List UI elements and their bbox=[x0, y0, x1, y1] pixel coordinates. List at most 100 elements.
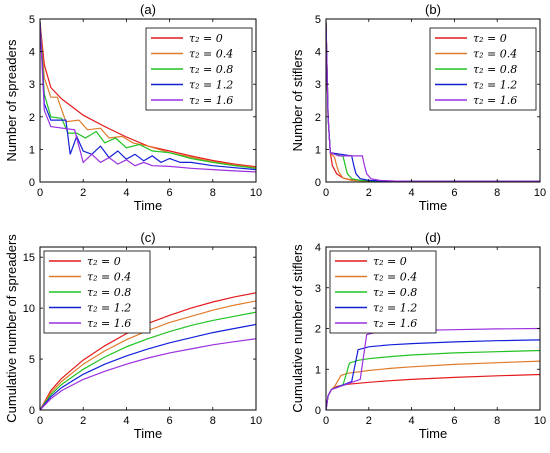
series-line bbox=[40, 323, 256, 410]
plot-frame bbox=[39, 18, 257, 183]
x-tick-label: 8 bbox=[210, 187, 216, 199]
y-tick-label: 0 bbox=[315, 177, 321, 189]
x-tick-label: 0 bbox=[37, 415, 43, 427]
legend-label: τ₂ = 1.2 bbox=[189, 79, 233, 92]
chart-panel-3: 0 2 4 6 8 10 0 5 10 15 (c) Time Cumulative number of… bbox=[4, 230, 262, 441]
y-tick-label: 2 bbox=[315, 112, 321, 124]
legend: τ₂ = 0 τ₂ = 0.4 τ₂ = 0.8 τ₂ = 1.2 τ₂ = 1.6 bbox=[429, 27, 537, 111]
chart-panel-4: 0 2 4 6 8 10 0 1 2 3 4 (d) Time Cumulative number of … bbox=[290, 230, 546, 441]
panel-title: (b) bbox=[425, 2, 441, 17]
legend: τ₂ = 0 τ₂ = 0.4 τ₂ = 0.8 τ₂ = 1.2 τ₂ = 1.6 bbox=[329, 250, 437, 334]
legend-label: τ₂ = 0.8 bbox=[87, 286, 131, 299]
legend-label: τ₂ = 0.8 bbox=[473, 63, 517, 76]
chart-panel-1: 0 2 4 6 8 10 0 1 2 3 4 5 (a) Time Number of spreaders τ… bbox=[4, 2, 262, 213]
y-tick-label: 0 bbox=[29, 177, 35, 189]
series-line bbox=[40, 22, 256, 173]
x-axis-label: Time bbox=[419, 426, 447, 441]
series-line bbox=[40, 338, 256, 410]
x-tick-label: 6 bbox=[167, 187, 173, 199]
series-line bbox=[40, 22, 256, 171]
x-tick-label: 6 bbox=[451, 187, 457, 199]
series-line bbox=[326, 22, 540, 182]
y-tick-label: 5 bbox=[315, 14, 321, 26]
y-tick-label: 5 bbox=[29, 14, 35, 26]
x-tick-label: 0 bbox=[323, 187, 329, 199]
legend-label: τ₂ = 0.4 bbox=[373, 271, 417, 284]
y-tick-label: 4 bbox=[315, 242, 321, 254]
x-tick-label: 2 bbox=[80, 187, 86, 199]
legend-label: τ₂ = 0.4 bbox=[473, 48, 517, 61]
plot-frame bbox=[39, 246, 257, 411]
y-tick-label: 3 bbox=[315, 79, 321, 91]
y-tick-label: 15 bbox=[23, 252, 35, 264]
series-line bbox=[40, 22, 256, 168]
legend-label: τ₂ = 1.2 bbox=[373, 302, 417, 315]
x-tick-label: 8 bbox=[210, 415, 216, 427]
legend-label: τ₂ = 1.6 bbox=[373, 317, 417, 330]
y-tick-label: 2 bbox=[29, 112, 35, 124]
legend-label: τ₂ = 1.2 bbox=[87, 302, 131, 315]
x-tick-label: 2 bbox=[366, 415, 372, 427]
x-tick-label: 2 bbox=[80, 415, 86, 427]
x-tick-label: 6 bbox=[451, 415, 457, 427]
series-line bbox=[40, 300, 256, 410]
x-tick-label: 8 bbox=[494, 415, 500, 427]
series-line bbox=[40, 22, 256, 169]
y-tick-label: 1 bbox=[315, 364, 321, 376]
panel-title: (c) bbox=[140, 230, 155, 245]
x-tick-label: 0 bbox=[323, 415, 329, 427]
x-tick-label: 4 bbox=[409, 415, 415, 427]
legend-label: τ₂ = 1.6 bbox=[473, 94, 517, 107]
y-axis-label: Number of stiflers bbox=[290, 49, 305, 151]
series-line bbox=[40, 22, 256, 169]
legend-label: τ₂ = 0.8 bbox=[373, 286, 417, 299]
x-tick-label: 8 bbox=[494, 187, 500, 199]
series-line bbox=[326, 360, 540, 410]
legend-label: τ₂ = 1.6 bbox=[189, 94, 233, 107]
x-tick-label: 2 bbox=[366, 187, 372, 199]
x-tick-label: 10 bbox=[534, 187, 546, 199]
legend-label: τ₂ = 0 bbox=[87, 255, 121, 268]
legend-label: τ₂ = 0.4 bbox=[87, 271, 131, 284]
y-tick-label: 4 bbox=[29, 47, 35, 59]
legend-label: τ₂ = 0 bbox=[189, 32, 223, 45]
legend-label: τ₂ = 0 bbox=[473, 32, 507, 45]
y-axis-label: Cumulative number of spreaders bbox=[4, 234, 19, 423]
y-tick-label: 3 bbox=[29, 79, 35, 91]
x-tick-label: 4 bbox=[409, 187, 415, 199]
panel-title: (d) bbox=[425, 230, 441, 245]
x-axis-label: Time bbox=[419, 198, 447, 213]
y-axis-label: Cumulative number of stiflers bbox=[290, 244, 305, 413]
y-tick-label: 2 bbox=[315, 324, 321, 336]
legend-label: τ₂ = 1.6 bbox=[87, 317, 131, 330]
y-tick-label: 3 bbox=[315, 283, 321, 295]
x-axis-label: Time bbox=[134, 426, 162, 441]
y-tick-label: 0 bbox=[29, 405, 35, 417]
y-tick-label: 4 bbox=[315, 47, 321, 59]
y-axis-label: Number of spreaders bbox=[4, 39, 19, 162]
legend-label: τ₂ = 0.4 bbox=[189, 48, 233, 61]
legend-label: τ₂ = 0.8 bbox=[189, 63, 233, 76]
y-tick-label: 10 bbox=[23, 303, 35, 315]
legend-label: τ₂ = 0 bbox=[373, 255, 407, 268]
plot-frame bbox=[325, 18, 541, 183]
legend: τ₂ = 0 τ₂ = 0.4 τ₂ = 0.8 τ₂ = 1.2 τ₂ = 1.6 bbox=[145, 27, 253, 111]
y-tick-label: 1 bbox=[315, 144, 321, 156]
legend: τ₂ = 0 τ₂ = 0.4 τ₂ = 0.8 τ₂ = 1.2 τ₂ = 1.6 bbox=[43, 250, 151, 334]
y-tick-label: 1 bbox=[29, 144, 35, 156]
series-line bbox=[40, 311, 256, 410]
x-tick-label: 6 bbox=[167, 415, 173, 427]
panel-title: (a) bbox=[140, 2, 156, 17]
y-tick-label: 0 bbox=[315, 405, 321, 417]
legend-label: τ₂ = 1.2 bbox=[473, 79, 517, 92]
chart-panel-2: 0 2 4 6 8 10 0 1 2 3 4 5 (b) Time Number of stiflers τ₂… bbox=[290, 2, 546, 213]
x-tick-label: 10 bbox=[534, 415, 546, 427]
x-tick-label: 4 bbox=[123, 415, 129, 427]
x-tick-label: 10 bbox=[250, 187, 262, 199]
y-tick-label: 5 bbox=[29, 354, 35, 366]
x-tick-label: 4 bbox=[123, 187, 129, 199]
x-tick-label: 0 bbox=[37, 187, 43, 199]
x-tick-label: 10 bbox=[250, 415, 262, 427]
x-axis-label: Time bbox=[134, 198, 162, 213]
